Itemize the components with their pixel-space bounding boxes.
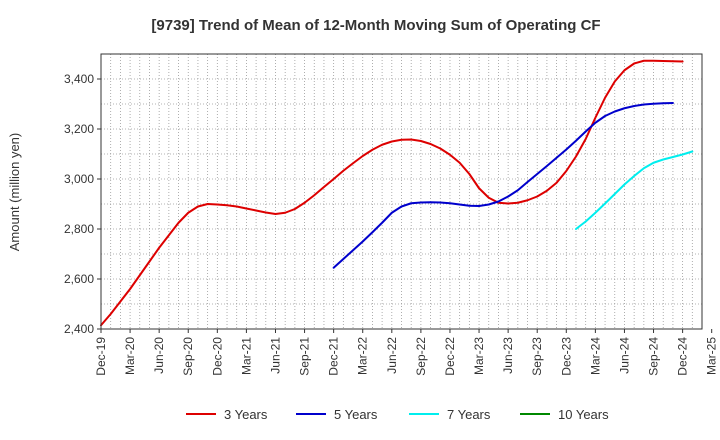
y-axis-label: Amount (million yen) [7,133,22,252]
x-tick-label: Mar-20 [123,337,137,375]
x-tick-label: Jun-20 [152,337,166,374]
legend: 3 Years 5 Years 7 Years 10 Years [186,407,609,422]
plot-border [100,53,703,330]
x-tick-label: Jun-24 [617,337,631,374]
grid [101,54,702,329]
plot-area [101,54,702,329]
legend-10-years-label: 10 Years [558,407,609,422]
y-tick-label: 3,200 [64,122,94,136]
x-tick-label: Sep-21 [298,337,312,376]
series-line-7-years [574,150,694,230]
x-tick-label: Sep-24 [647,337,661,376]
x-tick-label: Dec-24 [676,337,690,376]
x-tick-label: Jun-23 [501,337,515,374]
legend-7-years-label: 7 Years [447,407,491,422]
y-tick-label: 3,400 [64,72,94,86]
y-axis-ticks: 2,400 2,600 2,800 3,000 3,200 3,400 [64,72,101,336]
y-tick-label: 2,600 [64,272,94,286]
legend-5-years-label: 5 Years [334,407,378,422]
series-lines [100,59,694,327]
x-tick-label: Dec-21 [327,337,341,376]
plot-background [101,54,702,329]
x-tick-label: Jun-22 [385,337,399,374]
x-tick-label: Sep-23 [530,337,544,376]
y-tick-label: 2,400 [64,322,94,336]
x-tick-label: Mar-25 [705,337,719,375]
x-tick-label: Mar-22 [356,337,370,375]
x-tick-label: Mar-21 [239,337,253,375]
series-line-3-years [100,59,684,327]
x-tick-label: Jun-21 [268,337,282,374]
x-tick-label: Dec-22 [443,337,457,376]
chart-title: [9739] Trend of Mean of 12-Month Moving … [151,17,600,34]
y-tick-label: 3,000 [64,172,94,186]
plot-frame [100,53,703,330]
series-line-5-years [332,102,674,269]
legend-3-years-label: 3 Years [224,407,268,422]
x-tick-label: Dec-19 [94,337,108,376]
x-tick-label: Dec-23 [559,337,573,376]
y-tick-label: 2,800 [64,222,94,236]
x-tick-label: Dec-20 [210,337,224,376]
x-axis-ticks: Dec-19 Mar-20 Jun-20 Sep-20 Dec-20 Mar-21 Jun-… [94,329,719,376]
x-tick-label: Sep-20 [181,337,195,376]
x-tick-label: Mar-23 [472,337,486,375]
x-tick-label: Sep-22 [414,337,428,376]
x-tick-label: Mar-24 [588,337,602,375]
